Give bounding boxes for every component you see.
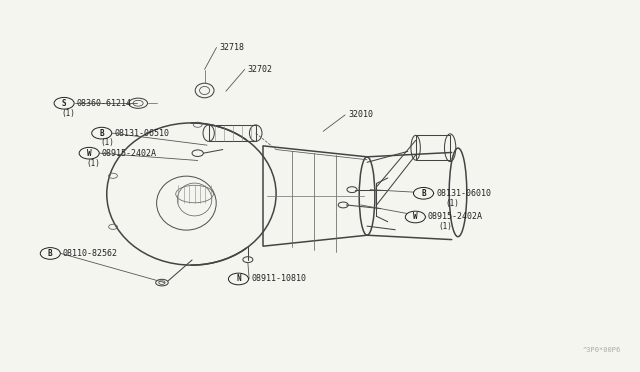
Text: B: B (99, 129, 104, 138)
Text: (1): (1) (61, 109, 76, 118)
Circle shape (54, 97, 74, 109)
Text: B: B (48, 249, 52, 258)
Text: 08360-61214: 08360-61214 (77, 99, 132, 108)
Text: 08911-10810: 08911-10810 (251, 275, 306, 283)
Text: (1): (1) (100, 138, 115, 147)
Text: (1): (1) (86, 159, 100, 168)
Text: 08131-06510: 08131-06510 (115, 129, 169, 138)
Circle shape (40, 248, 60, 259)
Text: W: W (87, 149, 92, 158)
Text: 08915-2402A: 08915-2402A (428, 212, 483, 221)
Text: ^3P0*00P6: ^3P0*00P6 (583, 347, 621, 353)
Text: S: S (62, 99, 67, 108)
Text: 08131-06010: 08131-06010 (436, 189, 491, 198)
Circle shape (92, 127, 112, 139)
Text: 08110-82562: 08110-82562 (63, 249, 118, 258)
Text: W: W (413, 212, 418, 221)
Circle shape (413, 187, 433, 199)
Circle shape (405, 211, 426, 223)
Text: B: B (421, 189, 426, 198)
Text: 32010: 32010 (348, 110, 373, 119)
Text: (1): (1) (445, 199, 460, 208)
Text: 32702: 32702 (248, 65, 273, 74)
Text: (1): (1) (438, 222, 452, 231)
Text: 08915-2402A: 08915-2402A (102, 149, 157, 158)
Text: N: N (236, 275, 241, 283)
Circle shape (228, 273, 248, 285)
Circle shape (79, 147, 99, 159)
Text: 32718: 32718 (220, 43, 244, 52)
